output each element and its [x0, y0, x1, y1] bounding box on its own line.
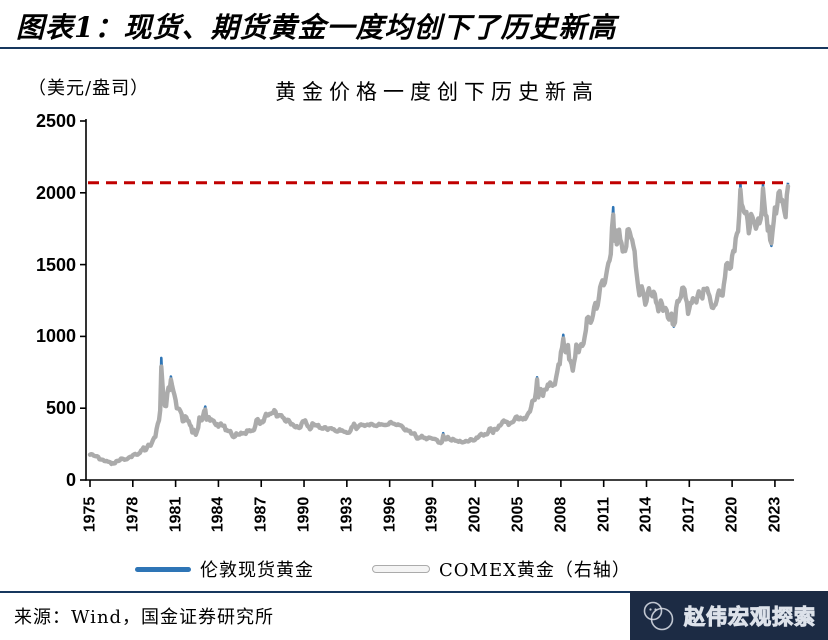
legend-label-comex: COMEX黄金（右轴）	[439, 560, 631, 581]
legend-label-spot: 伦敦现货黄金	[200, 560, 314, 581]
x-axis-tick-label: 1987	[252, 496, 270, 533]
x-axis-tick-label: 1984	[209, 496, 227, 533]
source-text: 来源：Wind，国金证券研究所	[14, 607, 275, 628]
x-axis-tick-label: 2017	[680, 496, 698, 533]
x-axis-tick-label: 1978	[124, 496, 142, 533]
legend-swatch-spot	[135, 566, 191, 572]
x-axis-tick-label: 1975	[81, 496, 99, 533]
chart-canvas	[80, 119, 794, 487]
y-axis-tick-label: 1500	[35, 254, 76, 275]
chart-title: 黄金价格一度创下历史新高	[275, 80, 599, 104]
bottom-divider	[0, 591, 828, 593]
x-axis-tick-label: 2011	[595, 497, 613, 532]
x-axis-tick-label: 2020	[723, 496, 741, 533]
y-axis-tick-label: 1000	[35, 326, 76, 347]
y-axis-tick-label: 2500	[35, 111, 76, 131]
x-axis-tick-label: 2005	[509, 496, 527, 533]
x-axis-tick-label: 1981	[167, 496, 185, 533]
x-axis-tick-label: 1999	[423, 496, 441, 533]
y-axis-tick-label: 0	[65, 470, 76, 490]
legend-item-spot: 伦敦现货黄金	[135, 556, 314, 582]
x-axis-tick-label: 1993	[338, 496, 356, 533]
spot-gold-line	[89, 181, 790, 466]
x-axis-tick-label: 2014	[637, 496, 655, 533]
watermark-badge: 赵伟宏观探索	[630, 591, 828, 640]
legend-item-comex: COMEX黄金（右轴）	[372, 556, 631, 582]
chart-legend: 伦敦现货黄金 COMEX黄金（右轴）	[135, 556, 631, 582]
x-axis-tick-label: 2008	[552, 496, 570, 533]
watermark-text: 赵伟宏观探索	[684, 603, 816, 629]
x-axis-tick-label: 1996	[381, 496, 399, 533]
figure-title: 图表1：现货、期货黄金一度均创下了历史新高	[16, 11, 617, 44]
x-axis-tick-label: 2002	[466, 496, 484, 533]
y-axis-tick-label: 500	[45, 398, 76, 419]
chat-bubbles-icon	[643, 601, 674, 630]
comex-gold-line	[87, 184, 791, 467]
y-axis-tick-label: 2000	[35, 182, 76, 203]
x-axis-tick-label: 1990	[295, 496, 313, 533]
legend-swatch-comex	[372, 565, 430, 573]
top-divider	[0, 47, 828, 49]
x-axis-tick-label: 2023	[766, 496, 784, 533]
y-axis-unit-label: （美元/盎司）	[28, 78, 150, 99]
